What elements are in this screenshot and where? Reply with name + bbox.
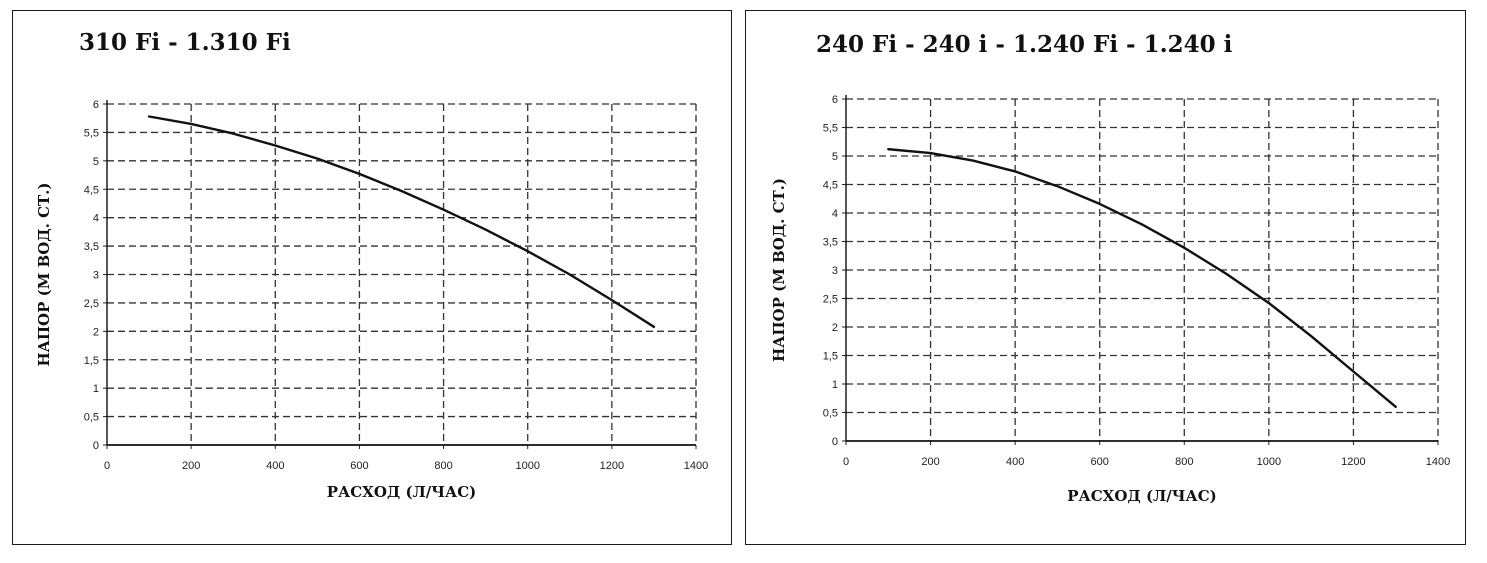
x-tick-label: 200 xyxy=(182,460,200,472)
chart-svg: 0 0,5 1 1,5 2 2,5 3 3,5 4 4,5 5 5,5 6 0 200 400 600 800 10… xyxy=(35,99,708,501)
y-tick-label: 1,5 xyxy=(823,351,838,363)
y-tick-label: 2 xyxy=(832,322,838,334)
x-axis-label: РАСХОД (Л/ЧАС) xyxy=(327,483,477,501)
x-tick-label: 0 xyxy=(843,456,849,468)
y-tick-label: 4 xyxy=(93,213,99,225)
y-axis-label: НАПОР (М ВОД. СТ.) xyxy=(35,183,53,367)
series-line xyxy=(147,115,656,328)
x-tick-label: 1200 xyxy=(600,460,624,472)
chart-panel-310fi: 310 Fi - 1.310 Fi 0 0,5 1 1,5 2 2,5 3 3,5 4 4,5 5 5… xyxy=(12,10,732,545)
y-tick-label: 0 xyxy=(93,440,99,452)
chart-title: 240 Fi - 240 i - 1.240 Fi - 1.240 i xyxy=(816,31,1233,58)
x-axis-label: РАСХОД (Л/ЧАС) xyxy=(1067,487,1217,505)
y-tick-label: 2 xyxy=(93,326,99,338)
chart-svg: 0 0,5 1 1,5 2 2,5 3 3,5 4 4,5 5 5,5 6 0 200 400 600 800 10… xyxy=(770,94,1450,505)
y-tick-label: 5,5 xyxy=(84,127,99,139)
y-tick-label: 1 xyxy=(93,383,99,395)
y-tick-label: 2,5 xyxy=(84,298,99,310)
y-tick-label: 4,5 xyxy=(84,184,99,196)
y-tick-label: 3 xyxy=(832,265,838,277)
x-tick-label: 600 xyxy=(1091,456,1109,468)
x-tick-label: 800 xyxy=(434,460,452,472)
y-axis-label: НАПОР (М ВОД. СТ.) xyxy=(770,178,788,362)
chart-title: 310 Fi - 1.310 Fi xyxy=(79,29,291,56)
y-tick-label: 5 xyxy=(832,151,838,163)
y-tick-label: 0,5 xyxy=(823,408,838,420)
y-tick-label: 4,5 xyxy=(823,180,838,192)
x-tick-label: 1000 xyxy=(1257,456,1281,468)
y-tick-label: 3,5 xyxy=(823,237,838,249)
y-tick-label: 4 xyxy=(832,208,838,220)
y-tick-label: 1,5 xyxy=(84,355,99,367)
x-tick-label: 1000 xyxy=(515,460,539,472)
chart-panel-240fi: 240 Fi - 240 i - 1.240 Fi - 1.240 i 0 0,5… xyxy=(745,10,1466,545)
x-tick-label: 1400 xyxy=(1426,456,1450,468)
y-tick-label: 3 xyxy=(93,270,99,282)
y-tick-label: 1 xyxy=(832,379,838,391)
x-tick-label: 800 xyxy=(1175,456,1193,468)
x-tick-label: 0 xyxy=(104,460,110,472)
x-tick-label: 600 xyxy=(350,460,368,472)
x-tick-label: 400 xyxy=(1006,456,1024,468)
x-tick-label: 1200 xyxy=(1341,456,1365,468)
y-tick-label: 3,5 xyxy=(84,241,99,253)
y-tick-label: 5 xyxy=(93,156,99,168)
series-line xyxy=(887,147,1397,408)
x-tick-label: 1400 xyxy=(684,460,708,472)
y-tick-label: 0,5 xyxy=(84,412,99,424)
y-tick-label: 2,5 xyxy=(823,294,838,306)
y-tick-label: 6 xyxy=(832,94,838,106)
y-tick-label: 6 xyxy=(93,99,99,111)
y-tick-label: 5,5 xyxy=(823,123,838,135)
x-tick-label: 200 xyxy=(921,456,939,468)
x-tick-label: 400 xyxy=(266,460,284,472)
y-tick-label: 0 xyxy=(832,436,838,448)
